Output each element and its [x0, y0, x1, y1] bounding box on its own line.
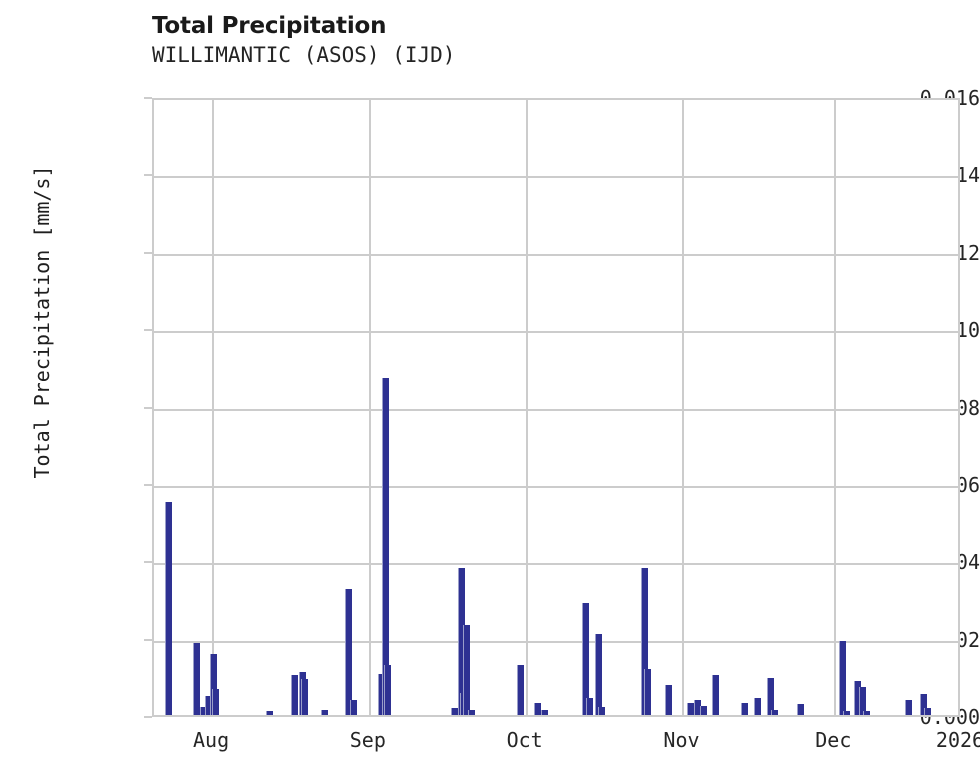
gridline-horizontal	[154, 640, 958, 643]
bar	[345, 589, 353, 715]
bar	[771, 710, 779, 715]
bar	[582, 602, 590, 715]
gridline-vertical	[682, 100, 685, 715]
bar	[754, 697, 762, 715]
y-axis-label: Total Precipitation [mm/s]	[30, 165, 54, 479]
bar	[904, 700, 912, 715]
gridline-vertical	[525, 100, 528, 715]
bar	[839, 640, 847, 715]
y-axis-tick-mark	[144, 251, 152, 254]
x-axis-tick-label: 2026	[935, 728, 980, 752]
bar	[643, 669, 651, 715]
bar	[516, 664, 524, 715]
y-axis-tick-mark	[144, 483, 152, 486]
bar	[711, 674, 719, 715]
y-axis-tick-mark	[144, 97, 152, 99]
gridline-horizontal	[154, 331, 958, 334]
x-axis-tick-label: Sep	[349, 728, 386, 752]
bar	[843, 711, 851, 715]
bar	[212, 688, 220, 715]
bar	[858, 687, 866, 715]
y-axis-tick-mark	[144, 174, 152, 177]
gridline-horizontal	[154, 253, 958, 256]
bar	[384, 664, 392, 715]
bar	[533, 702, 541, 715]
y-axis-tick-mark	[144, 561, 152, 564]
bar	[301, 678, 309, 715]
page-title: Total Precipitation	[152, 13, 387, 39]
plot-area	[152, 98, 960, 717]
y-axis-tick-mark	[144, 406, 152, 409]
bar	[693, 700, 701, 715]
bar	[541, 709, 549, 715]
y-axis-tick-mark	[144, 329, 152, 332]
x-axis-tick-label: Aug	[193, 728, 230, 752]
bar	[641, 568, 649, 715]
bar	[349, 700, 357, 715]
gridline-horizontal	[154, 563, 958, 566]
bar	[290, 674, 298, 715]
bar	[205, 696, 213, 715]
bar	[210, 653, 218, 715]
bar	[687, 703, 695, 715]
bar	[740, 702, 748, 715]
bar	[665, 684, 673, 715]
bar	[451, 708, 459, 715]
bar	[586, 697, 594, 715]
y-axis-tick-mark	[144, 638, 152, 641]
bar	[457, 568, 465, 715]
bar	[265, 711, 273, 715]
bar	[853, 680, 861, 715]
bar	[919, 693, 927, 715]
bar	[381, 378, 389, 715]
bar	[165, 502, 173, 715]
y-axis-tick-mark	[144, 716, 152, 718]
title-block: Total Precipitation WILLIMANTIC (ASOS) (…	[152, 12, 952, 70]
bar	[597, 707, 605, 715]
chart-subtitle: WILLIMANTIC (ASOS) (IJD)	[152, 43, 456, 67]
bar	[924, 708, 932, 715]
bar	[463, 625, 471, 715]
gridline-vertical	[834, 100, 837, 715]
x-axis-tick-label: Nov	[663, 728, 700, 752]
x-axis-tick-label: Oct	[506, 728, 543, 752]
bar	[377, 673, 385, 715]
gridline-horizontal	[154, 485, 958, 488]
bar	[595, 633, 603, 715]
bar	[467, 709, 475, 715]
gridline-vertical	[368, 100, 371, 715]
bar	[200, 706, 208, 715]
bar	[192, 643, 200, 715]
gridline-horizontal	[154, 408, 958, 411]
bar	[767, 677, 775, 715]
gridline-horizontal	[154, 176, 958, 179]
x-axis-tick-label: Dec	[815, 728, 852, 752]
gridline-vertical	[212, 100, 215, 715]
bar	[700, 705, 708, 715]
bar	[321, 710, 329, 715]
bar	[862, 711, 870, 715]
bar	[797, 704, 805, 715]
